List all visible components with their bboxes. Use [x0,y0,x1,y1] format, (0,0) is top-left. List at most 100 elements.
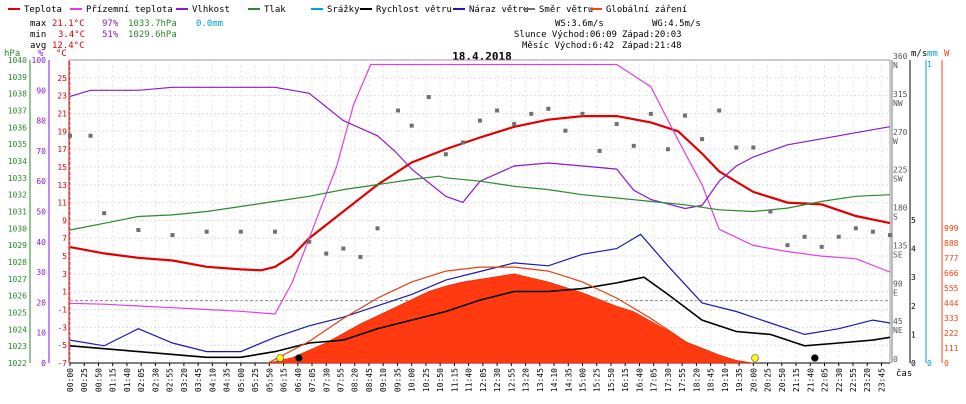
unit-ms: m/s [911,49,927,59]
legend-label: Tlak [264,5,286,15]
tick-label-dir: 135 [893,241,908,250]
tick-label-time: 23:45 [877,368,886,392]
tick-label-time: 23:20 [863,368,872,392]
chart-title: 18.4.2018 [452,50,512,63]
tick-label-temp: 5 [62,252,67,261]
tick-label-temp: 1 [62,288,67,297]
stats-max-label: max [30,19,47,29]
tick-label-dir: 90 [893,279,903,288]
unit-hpa: hPa [4,49,20,59]
unit-pct: % [38,49,44,59]
series-clear-sky-radiation-line [267,266,727,364]
wind-dir-point [102,211,107,216]
tick-label-time: 05:50 [265,368,274,392]
tick-label-time: 00:50 [94,368,103,392]
tick-label-dir: 360 [893,52,908,61]
tick-label-hum: 70 [36,147,46,156]
wind-dir-point [396,108,400,113]
series-tlak-line [69,175,891,231]
marker-z-pad-slunce [751,354,759,362]
tick-label-w: 777 [944,254,959,263]
tick-label-time: 00:00 [66,368,75,392]
tick-label-hpa: 1030 [8,224,27,233]
tick-label-time: 13:45 [536,368,545,392]
tick-label-time: 12:05 [479,368,488,392]
tick-label-dir-name: SW [893,175,903,184]
tick-label-w: 888 [944,239,959,248]
tick-label-temp: 15 [57,163,67,172]
moonrise-info: Měsíc Východ:6:42 [522,41,614,51]
wind-dir-point [460,140,465,145]
tick-label-hpa: 1028 [8,258,27,267]
wind-dir-point [512,121,517,126]
wind-dir-point [238,229,243,234]
tick-label-time: 11:15 [450,368,459,392]
wind-dir-point [529,111,534,116]
wind-dir-point [204,229,209,234]
marker-slunce-v-chod [276,354,284,362]
tick-label-time: 08:20 [351,368,360,392]
axes: -7-5-3-113579111315171921232501020304050… [8,52,959,392]
stats-block: max 21.1°C 97% 1033.7hPa 0.0mm min 3.4°C… [30,19,223,51]
legend-label: Srážky [327,5,360,15]
tick-label-time: 16:15 [621,368,630,392]
tick-label-temp: -1 [57,306,67,315]
tick-label-hum: 50 [36,208,46,217]
tick-label-temp: 13 [57,181,67,190]
tick-label-time: 10:25 [422,368,431,392]
wind-dir-point [563,128,568,133]
tick-label-hpa: 1027 [8,275,27,284]
tick-label-time: 04:10 [208,368,217,392]
tick-label-hpa: 1031 [8,208,27,217]
wind-dir-point [546,106,551,111]
tick-label-hum: 0 [41,359,46,368]
wind-dir-point [324,251,329,256]
legend-label: Náraz větru [469,5,529,15]
wind-dir-point [802,234,807,239]
tick-label-time: 05:25 [251,368,260,392]
tick-label-time: 17:05 [650,368,659,392]
tick-label-dir: 225 [893,166,908,175]
tick-label-time: 16:40 [635,368,644,392]
tick-label-time: 12:55 [507,368,516,392]
tick-label-hpa: 1035 [8,140,27,149]
tick-label-ms: 0 [911,359,916,368]
tick-label-ms: 1 [911,330,916,339]
stats-min-label: min [30,30,46,40]
tick-label-time: 11:40 [465,368,474,392]
tick-label-ms: 5 [911,216,916,225]
axis-units: hPa % °C m/s mm W [4,49,950,59]
tick-label-time: 02:55 [166,368,175,392]
tick-label-time: 10:50 [436,368,445,392]
tick-label-hum: 100 [32,56,47,65]
tick-label-hpa: 1026 [8,292,27,301]
wind-dir-point [88,133,93,138]
tick-label-hum: 80 [36,117,46,126]
tick-label-hum: 20 [36,298,46,307]
tick-label-time: 06:15 [280,368,289,392]
unit-degc: °C [56,49,67,59]
wind-dir-point [888,233,892,238]
tick-label-time: 03:20 [180,368,189,392]
tick-label-temp: -5 [57,341,67,350]
tick-label-dir: 180 [893,204,908,213]
tick-label-w: 666 [944,269,959,278]
tick-label-hpa: 1033 [8,174,27,183]
wind-dir-point [665,147,670,152]
wind-dir-point [836,234,841,239]
tick-label-time: 14:10 [550,368,559,392]
tick-label-time: 07:05 [308,368,317,392]
tick-label-time: 22:55 [849,368,858,392]
wind-dir-point [717,108,722,113]
tick-label-time: 12:30 [493,368,502,392]
wind-dir-point [580,111,585,116]
legend-label: Vlhkost [192,5,230,15]
wind-dir-point [870,229,875,234]
tick-label-time: 03:45 [194,368,203,392]
tick-label-time: 18:45 [707,368,716,392]
wind-dir-point [768,209,773,214]
tick-label-time: 01:15 [109,368,118,392]
tick-label-time: 09:10 [379,368,388,392]
wind-dir-point [341,246,346,251]
tick-label-temp: 23 [57,92,67,101]
